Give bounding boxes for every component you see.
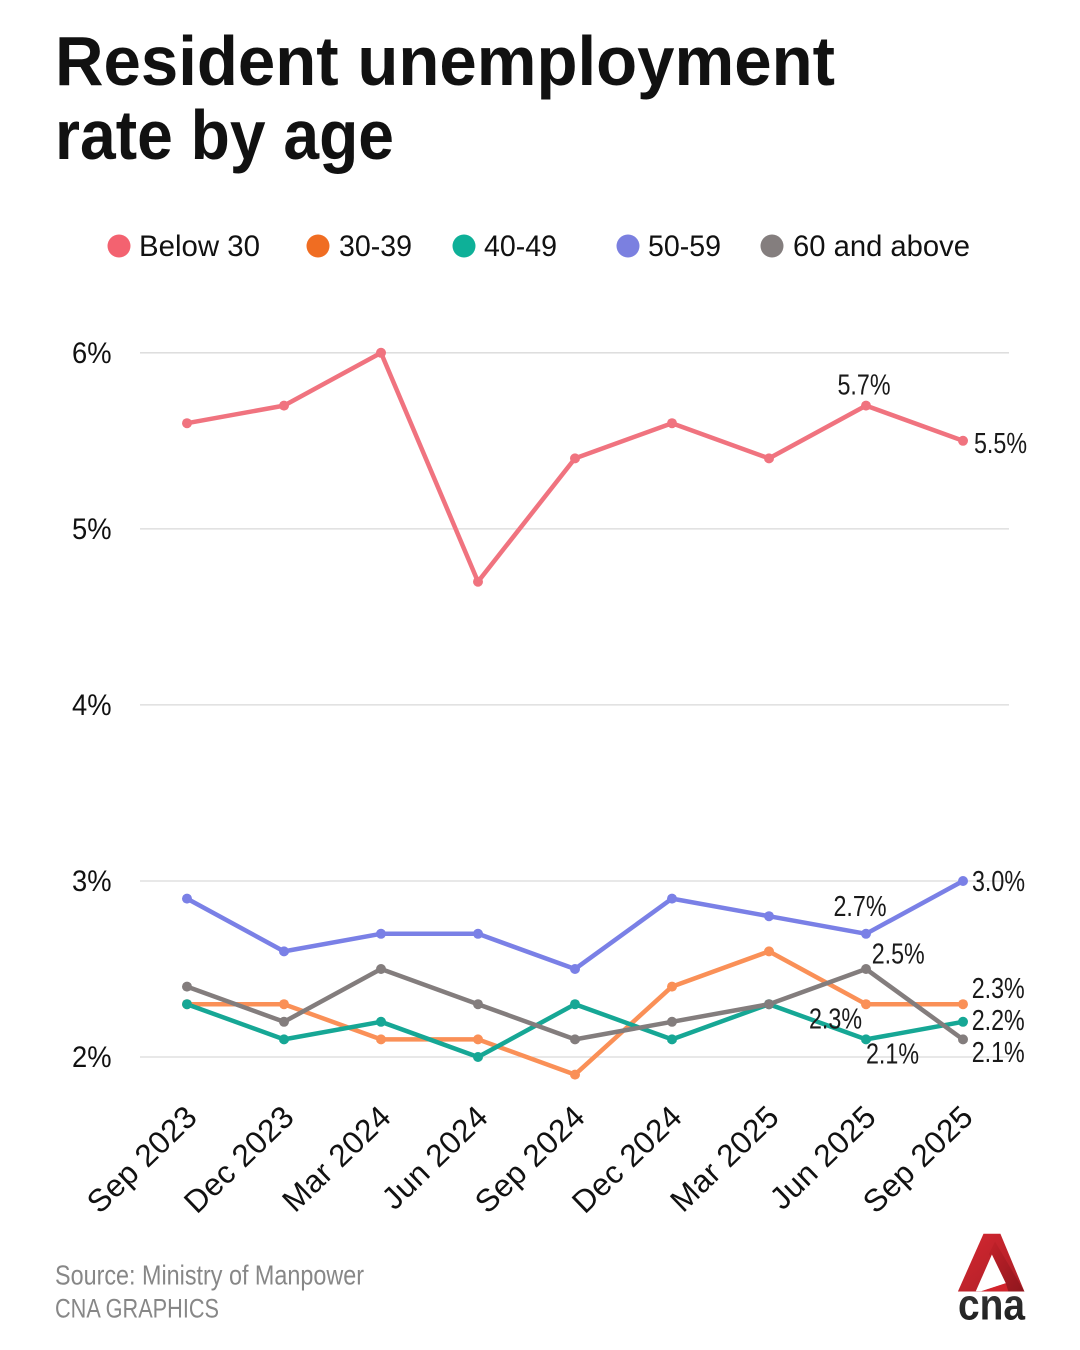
svg-text:3%: 3% (72, 865, 112, 898)
svg-text:5%: 5% (72, 513, 112, 546)
svg-text:6%: 6% (72, 337, 112, 370)
svg-text:Below 30: Below 30 (139, 230, 260, 263)
svg-text:3.0%: 3.0% (972, 866, 1025, 898)
svg-text:2.2%: 2.2% (972, 1005, 1025, 1037)
svg-text:5.5%: 5.5% (974, 428, 1027, 460)
svg-text:2%: 2% (72, 1041, 112, 1074)
svg-text:Source: Ministry of Manpower: Source: Ministry of Manpower (55, 1260, 364, 1291)
svg-text:2.1%: 2.1% (972, 1037, 1025, 1069)
svg-text:2.7%: 2.7% (834, 891, 887, 923)
svg-text:5.7%: 5.7% (838, 370, 891, 402)
svg-text:rate by age: rate by age (55, 96, 394, 174)
svg-text:Resident unemployment: Resident unemployment (55, 22, 835, 100)
svg-text:2.3%: 2.3% (809, 1004, 862, 1036)
svg-text:60 and above: 60 and above (793, 230, 970, 263)
svg-text:2.5%: 2.5% (872, 938, 925, 970)
svg-text:4%: 4% (72, 689, 112, 722)
svg-text:CNA GRAPHICS: CNA GRAPHICS (55, 1293, 219, 1323)
svg-text:cna: cna (958, 1281, 1025, 1330)
svg-text:2.1%: 2.1% (866, 1038, 919, 1070)
svg-text:2.3%: 2.3% (972, 973, 1025, 1005)
svg-text:40-49: 40-49 (484, 230, 557, 263)
svg-text:30-39: 30-39 (339, 230, 412, 263)
svg-text:50-59: 50-59 (648, 230, 721, 263)
